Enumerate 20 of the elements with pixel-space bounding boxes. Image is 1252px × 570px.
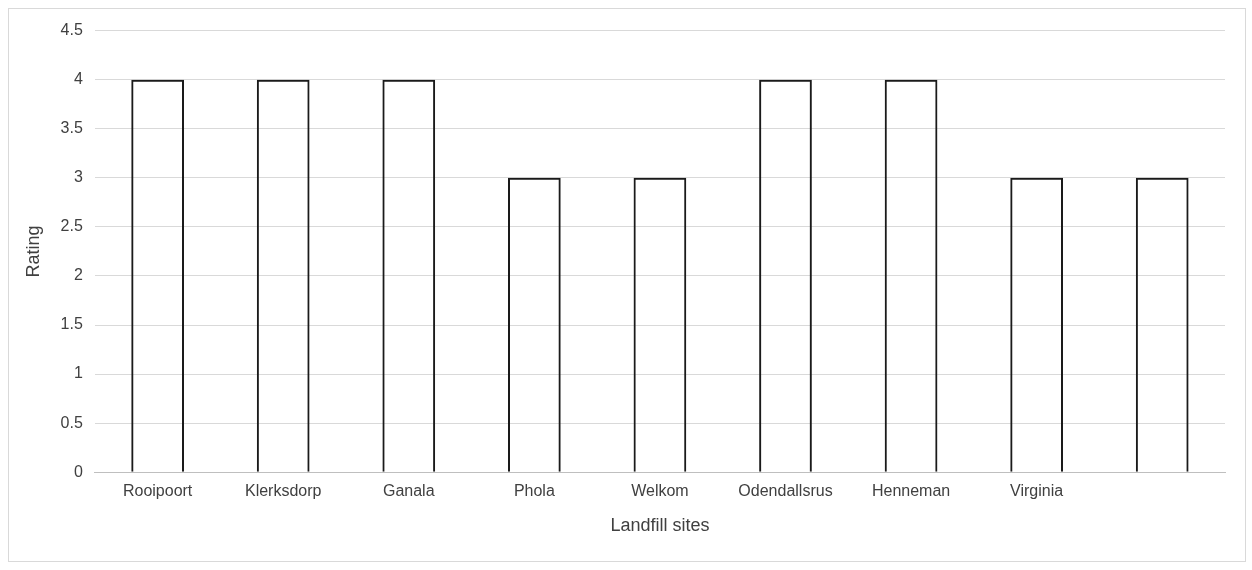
x-tick-label: Odendallsrus: [738, 482, 833, 500]
y-tick-label: 4.5: [60, 21, 83, 39]
y-tick-label: 2: [73, 266, 83, 284]
x-tick-label: Ganala: [382, 482, 435, 500]
x-axis-title: Landfill sites: [610, 515, 710, 536]
x-tick-label: Rooipoort: [122, 482, 193, 500]
x-tick-label: Phola: [513, 482, 555, 500]
y-tick-label: 0: [73, 462, 83, 480]
x-tick-label: Klerksdorp: [244, 482, 322, 500]
y-tick-label: 3.5: [60, 119, 83, 137]
y-tick-label: 1.5: [60, 315, 83, 333]
x-tick-label: Virginia: [1010, 482, 1064, 500]
x-tick-label: Henneman: [871, 482, 951, 500]
y-tick-label: 4: [73, 70, 83, 88]
y-tick-label: 2.5: [60, 217, 83, 235]
x-tick-label: Welkom: [631, 482, 689, 500]
y-tick-label: 0.5: [60, 413, 83, 431]
y-tick-label: 3: [73, 168, 83, 186]
y-axis-title: Rating: [22, 225, 43, 278]
y-tick-label: 1: [73, 364, 83, 382]
